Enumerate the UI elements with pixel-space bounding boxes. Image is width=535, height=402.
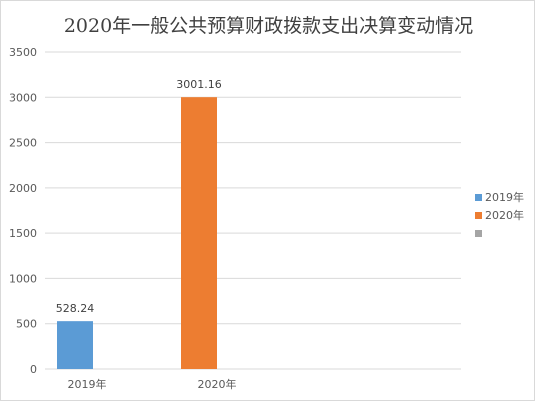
legend-label-2020: 2020年 [485, 209, 524, 222]
y-tick-label: 3500 [9, 46, 37, 59]
data-label: 3001.16 [176, 78, 222, 91]
legend-item-3 [475, 224, 524, 242]
y-tick-label: 2000 [9, 182, 37, 195]
bars [57, 97, 217, 369]
x-tick-label: 2019年 [68, 377, 107, 391]
y-tick-label: 0 [30, 363, 37, 376]
data-labels: 528.24 3001.16 [56, 78, 222, 315]
legend-swatch-2019 [475, 193, 482, 201]
chart-title: 2020年一般公共预算财政拨款支出决算变动情况 [63, 15, 474, 37]
legend: 2019年 2020年 [475, 188, 524, 242]
legend-swatch-3 [475, 229, 482, 237]
y-tick-label: 500 [16, 318, 37, 331]
y-tick-label: 3000 [9, 91, 37, 104]
bar-2019年 [57, 321, 93, 369]
y-tick-label: 2500 [9, 137, 37, 150]
grid-lines [45, 51, 461, 370]
legend-swatch-2020 [475, 211, 482, 219]
y-tick-label: 1000 [9, 272, 37, 285]
legend-item-2020: 2020年 [475, 206, 524, 224]
data-label: 528.24 [56, 302, 95, 315]
bar-2020年 [181, 97, 217, 369]
y-axis-ticks: 0 500 1000 1500 2000 2500 3000 3500 [9, 46, 37, 376]
x-tick-label: 2020年 [198, 377, 237, 391]
x-axis-ticks: 2019年 2020年 [68, 377, 237, 391]
y-tick-label: 1500 [9, 227, 37, 240]
legend-item-2019: 2019年 [475, 188, 524, 206]
legend-label-2019: 2019年 [485, 191, 524, 204]
